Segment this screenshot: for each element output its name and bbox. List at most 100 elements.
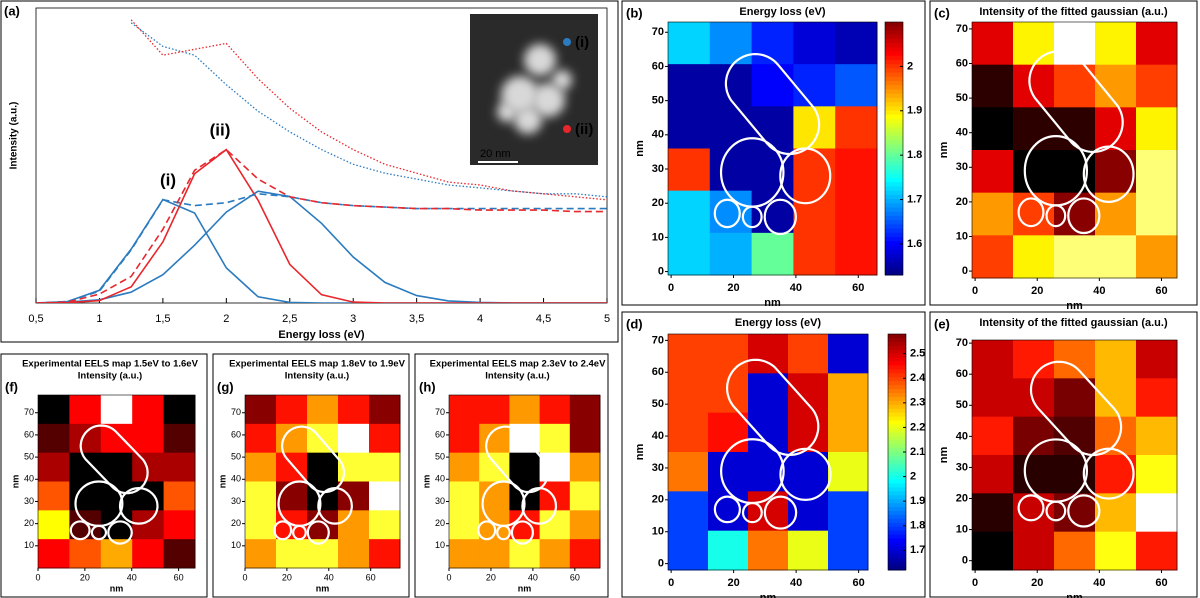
colorbar-step xyxy=(885,102,903,107)
x-tick-label: 60 xyxy=(366,572,376,582)
y-tick-label: 70 xyxy=(652,26,664,38)
heatmap-cell xyxy=(338,539,370,569)
heatmap-cell xyxy=(449,452,480,482)
panel-label: (b) xyxy=(626,5,643,20)
colorbar-step xyxy=(888,471,906,477)
particle-outline xyxy=(306,520,330,545)
colorbar-step xyxy=(888,467,906,473)
heatmap-cell xyxy=(668,190,711,234)
colorbar-step xyxy=(885,144,903,149)
colorbar-step xyxy=(888,334,906,339)
colorbar-step xyxy=(885,97,903,103)
heatmap-cell xyxy=(1054,416,1096,456)
heatmap-cell xyxy=(748,530,789,571)
x-axis-label: nm xyxy=(1066,592,1083,598)
colorbar-step xyxy=(885,173,903,179)
series-line xyxy=(36,198,607,303)
colorbar-tick-label: 2.2 xyxy=(910,421,925,433)
colorbar-step xyxy=(885,30,903,36)
colorbar-step xyxy=(885,190,903,196)
heatmap-cell xyxy=(1095,340,1137,379)
heatmap-cell xyxy=(1054,340,1096,379)
y-tick-label: 0 xyxy=(962,265,968,277)
y-tick-label: 40 xyxy=(956,127,968,139)
annotation: (ii) xyxy=(210,120,231,139)
particle-outline xyxy=(90,524,108,541)
colorbar-step xyxy=(888,341,906,347)
colorbar-step xyxy=(885,38,903,44)
heatmap-cell xyxy=(751,232,794,276)
colorbar-step xyxy=(888,499,906,504)
y-tick-label: 10 xyxy=(956,230,968,242)
x-tick-label: 3,5 xyxy=(409,313,424,325)
heatmap-cell xyxy=(793,190,836,234)
y-axis-label: nm xyxy=(634,444,646,461)
particle-outline xyxy=(713,495,741,524)
heatmap-cell xyxy=(449,539,480,569)
heatmap-cell xyxy=(1095,107,1137,151)
x-axis-label: nm xyxy=(764,297,781,309)
heatmap-cell xyxy=(828,452,869,492)
y-tick-label: 10 xyxy=(435,540,445,550)
panel-title: Experimental EELS map 1.8eV to 1.9eV xyxy=(229,359,405,370)
particle-outline xyxy=(292,524,307,541)
colorbar-step xyxy=(888,530,906,536)
y-tick-label: 70 xyxy=(435,407,445,417)
colorbar-step xyxy=(885,131,903,137)
heatmap-cell xyxy=(338,395,370,425)
x-tick-label: 20 xyxy=(1031,577,1043,589)
heatmap-cell xyxy=(1136,192,1178,236)
y-tick-label: 20 xyxy=(231,518,241,528)
inset-marker xyxy=(563,38,571,46)
heatmap-cell xyxy=(793,64,836,107)
heatmap-cell xyxy=(38,539,70,569)
heatmap-cell xyxy=(1136,107,1178,151)
particle-outline xyxy=(118,487,159,525)
heatmap-cell xyxy=(1136,22,1178,66)
y-tick-label: 60 xyxy=(956,57,968,69)
colorbar-step xyxy=(888,518,906,524)
y-tick-label: 70 xyxy=(231,407,241,417)
heatmap-cell xyxy=(788,412,829,453)
plot-area xyxy=(244,394,401,569)
heatmap-cell xyxy=(708,334,749,374)
x-tick-label: 0 xyxy=(972,577,978,589)
y-axis-label: Intensity (a.u.) xyxy=(9,102,20,170)
heatmap-cell xyxy=(449,510,480,540)
x-tick-label: 20 xyxy=(486,572,496,582)
heatmap-cell xyxy=(972,340,1014,379)
colorbar-step xyxy=(885,26,903,31)
heatmap-cell xyxy=(1054,378,1096,418)
x-axis-label: nm xyxy=(760,592,777,598)
heatmap-cell xyxy=(788,373,829,414)
heatmap-cell xyxy=(751,148,794,192)
heatmap-cell xyxy=(132,510,165,540)
heatmap-cell xyxy=(835,148,878,192)
colorbar-step xyxy=(888,491,906,496)
series-line xyxy=(130,19,607,201)
colorbar-step xyxy=(888,396,906,402)
y-tick-label: 50 xyxy=(231,451,241,461)
heatmap-cell xyxy=(539,510,571,540)
particle-outline xyxy=(79,424,149,495)
colorbar-step xyxy=(888,440,906,445)
colorbar-tick-label: 1.7 xyxy=(907,193,922,205)
heatmap-cell xyxy=(748,373,789,414)
heatmap-cell xyxy=(751,106,794,149)
heatmap-cell xyxy=(972,235,1014,279)
colorbar-step xyxy=(885,148,903,154)
colorbar-step xyxy=(888,369,906,374)
colorbar-step xyxy=(885,169,903,175)
colorbar-step xyxy=(885,34,903,40)
colorbar-step xyxy=(885,43,903,48)
x-tick-label: 60 xyxy=(852,282,864,294)
heatmap-cell xyxy=(1136,235,1178,279)
heatmap-cell xyxy=(835,64,878,107)
colorbar-step xyxy=(885,22,903,27)
colorbar-step xyxy=(888,424,906,429)
particle-outline xyxy=(69,520,91,541)
heatmap-cell xyxy=(38,395,70,425)
x-tick-label: 40 xyxy=(324,572,334,582)
series-line xyxy=(36,192,607,303)
particle-outline xyxy=(1029,360,1123,457)
